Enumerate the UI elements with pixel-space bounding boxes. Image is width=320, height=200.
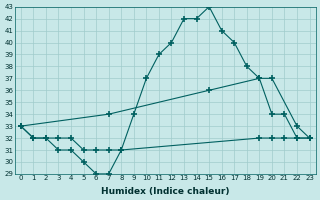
X-axis label: Humidex (Indice chaleur): Humidex (Indice chaleur) — [101, 187, 229, 196]
